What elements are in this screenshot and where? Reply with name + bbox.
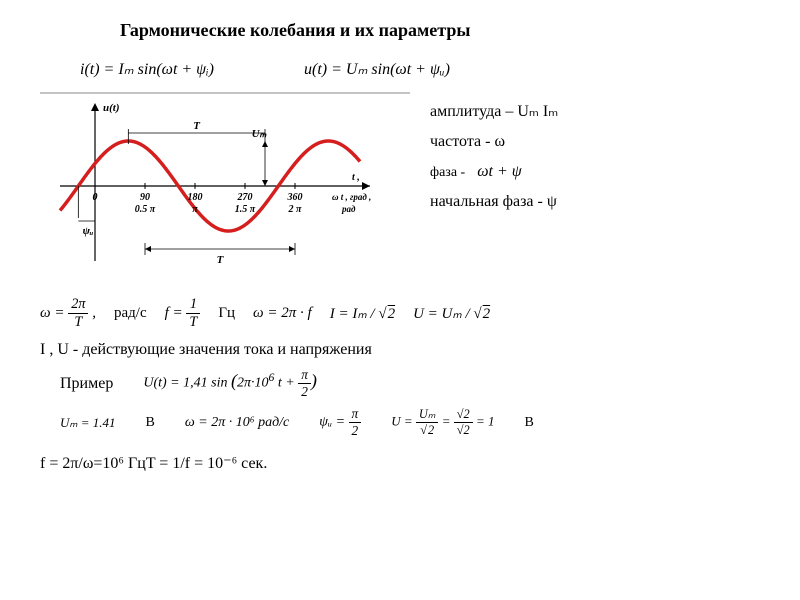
amplitude-label: амплитуда – Uₘ Iₘ xyxy=(430,101,558,121)
svg-text:360: 360 xyxy=(287,192,303,203)
svg-text:270: 270 xyxy=(237,192,253,203)
eq-i-t: i(t) = Iₘ sin(ωt + ψᵢ) xyxy=(80,59,214,79)
omega-unit: рад/с xyxy=(114,305,147,322)
svg-text:0.5 π: 0.5 π xyxy=(135,204,156,215)
svg-text:2 π: 2 π xyxy=(288,204,303,215)
svg-text:0: 0 xyxy=(93,192,98,203)
svg-text:T: T xyxy=(217,254,225,266)
u-unit: В xyxy=(524,415,533,431)
example-last-line: f = 2π/ω=10⁶ ГцT = 1/f = 10⁻⁶ сек. xyxy=(40,453,760,473)
svg-text:90: 90 xyxy=(140,192,150,203)
svg-text:T: T xyxy=(193,120,201,132)
parameter-labels: амплитуда – Uₘ Iₘ частота - ω фаза - ωt … xyxy=(430,91,558,223)
f-formula: f = 1T xyxy=(165,296,201,331)
example-label: Пример xyxy=(60,375,113,393)
svg-text:Uₘ: Uₘ xyxy=(252,128,268,140)
omega-f-formula: ω = 2π · f xyxy=(253,305,312,322)
eq-u-t: u(t) = Uₘ sin(ωt + ψᵤ) xyxy=(304,59,450,79)
svg-text:1.5 π: 1.5 π xyxy=(235,204,256,215)
page-title: Гармонические колебания и их параметры xyxy=(120,20,760,41)
relations-row: ω = 2πT , рад/с f = 1T Гц ω = 2π · f I =… xyxy=(40,296,760,331)
svg-text:180: 180 xyxy=(188,192,203,203)
um-unit: В xyxy=(146,415,155,431)
example-omega: ω = 2π · 10⁶ рад/с xyxy=(185,415,289,431)
main-equations: i(t) = Iₘ sin(ωt + ψᵢ) u(t) = Uₘ sin(ωt … xyxy=(80,59,760,79)
f-unit: Гц xyxy=(218,305,235,322)
frequency-label: частота - ω xyxy=(430,133,558,151)
svg-text:t ,: t , xyxy=(352,172,360,183)
example-u-calc: U = Uₘ√2 = √2√2 = 1 xyxy=(391,407,494,438)
svg-text:рад: рад xyxy=(341,204,356,214)
example-um: Uₘ = 1.41 xyxy=(60,415,116,431)
i-rms-formula: I = Iₘ / √2 xyxy=(330,304,395,323)
svg-text:ω t , град ,: ω t , град , xyxy=(332,192,371,202)
rms-description: I , U - действующие значения тока и напр… xyxy=(40,341,760,359)
initial-phase-label: начальная фаза - ψ xyxy=(430,193,558,211)
sine-graph: 0 900.5 π 180π 2701.5 π 3602 π u(t) t , ω t , г… xyxy=(40,91,410,281)
svg-text:ψᵤ: ψᵤ xyxy=(83,225,94,237)
example-ut: U(t) = 1,41 sin (2π·106 t + π2) xyxy=(143,367,317,400)
omega-formula: ω = 2πT , xyxy=(40,296,96,331)
u-rms-formula: U = Uₘ / √2 xyxy=(413,304,490,323)
svg-text:π: π xyxy=(192,204,198,215)
svg-text:u(t): u(t) xyxy=(103,102,120,114)
example-psi: ψᵤ = π2 xyxy=(319,406,361,439)
phase-label: фаза - ωt + ψ xyxy=(430,163,558,181)
